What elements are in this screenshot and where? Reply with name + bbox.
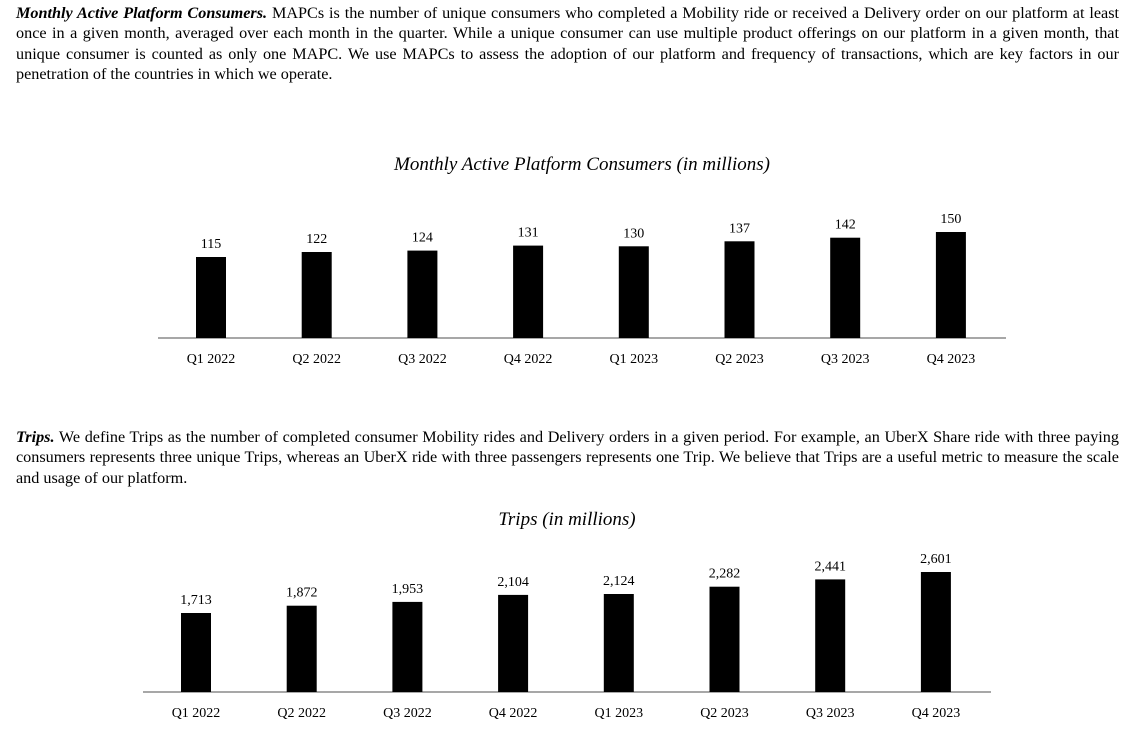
x-tick-label: Q4 2023 [912,706,961,721]
mapc-paragraph-lead: Monthly Active Platform Consumers. [16,4,268,22]
x-tick-label: Q1 2022 [187,352,236,367]
data-label: 2,282 [709,567,741,582]
chart-title: Monthly Active Platform Consumers (in mi… [393,154,770,175]
x-tick-label: Q3 2023 [821,352,870,367]
bar [301,252,332,338]
bar [196,257,226,338]
trips-paragraph-lead: Trips. [16,428,55,446]
bar [920,572,951,692]
data-label: 1,713 [180,593,212,608]
bar [392,601,423,692]
bar [407,250,438,338]
bar [618,246,649,338]
bar [935,232,966,338]
bar [815,579,846,692]
bar [181,613,211,692]
x-tick-label: Q2 2022 [292,352,341,367]
x-tick-label: Q4 2022 [504,352,553,367]
mapc-paragraph-body: MAPCs is the number of unique consumers … [16,4,1119,83]
data-label: 124 [412,231,433,246]
x-tick-label: Q3 2022 [383,706,432,721]
x-tick-label: Q1 2023 [609,352,658,367]
x-tick-label: Q2 2022 [277,706,326,721]
x-tick-label: Q1 2022 [172,706,221,721]
x-tick-label: Q3 2023 [806,706,855,721]
x-tick-label: Q4 2022 [489,706,538,721]
x-tick-label: Q2 2023 [700,706,749,721]
data-label: 131 [518,226,539,241]
x-tick-label: Q2 2023 [715,352,764,367]
bar [724,241,755,338]
bar [513,245,544,338]
bar [498,594,529,692]
data-label: 122 [306,232,327,247]
data-label: 130 [623,226,644,241]
data-label: 137 [729,221,750,236]
data-label: 2,104 [497,575,529,590]
bar [830,237,861,338]
trips-paragraph-body: We define Trips as the number of complet… [16,428,1119,487]
x-tick-label: Q3 2022 [398,352,447,367]
bar [603,594,634,692]
data-label: 115 [201,237,221,252]
mapc-bar-chart: Monthly Active Platform Consumers (in mi… [158,154,1006,367]
trips-bar-chart: Trips (in millions) 1,713 Q1 2022 1,872 Q2 2… [143,509,991,721]
data-label: 2,124 [603,574,635,589]
x-tick-label: Q4 2023 [927,352,976,367]
trips-paragraph: Trips. We define Trips as the number of … [16,427,1119,488]
data-label: 2,441 [814,559,846,574]
bar [286,605,317,692]
data-label: 2,601 [920,552,952,567]
mapc-paragraph: Monthly Active Platform Consumers. MAPCs… [16,3,1119,84]
bar [709,586,740,692]
data-label: 1,872 [286,586,318,601]
data-label: 150 [940,212,961,227]
data-label: 1,953 [392,582,424,597]
data-label: 142 [835,218,856,233]
x-tick-label: Q1 2023 [594,706,643,721]
chart-title: Trips (in millions) [498,509,635,530]
